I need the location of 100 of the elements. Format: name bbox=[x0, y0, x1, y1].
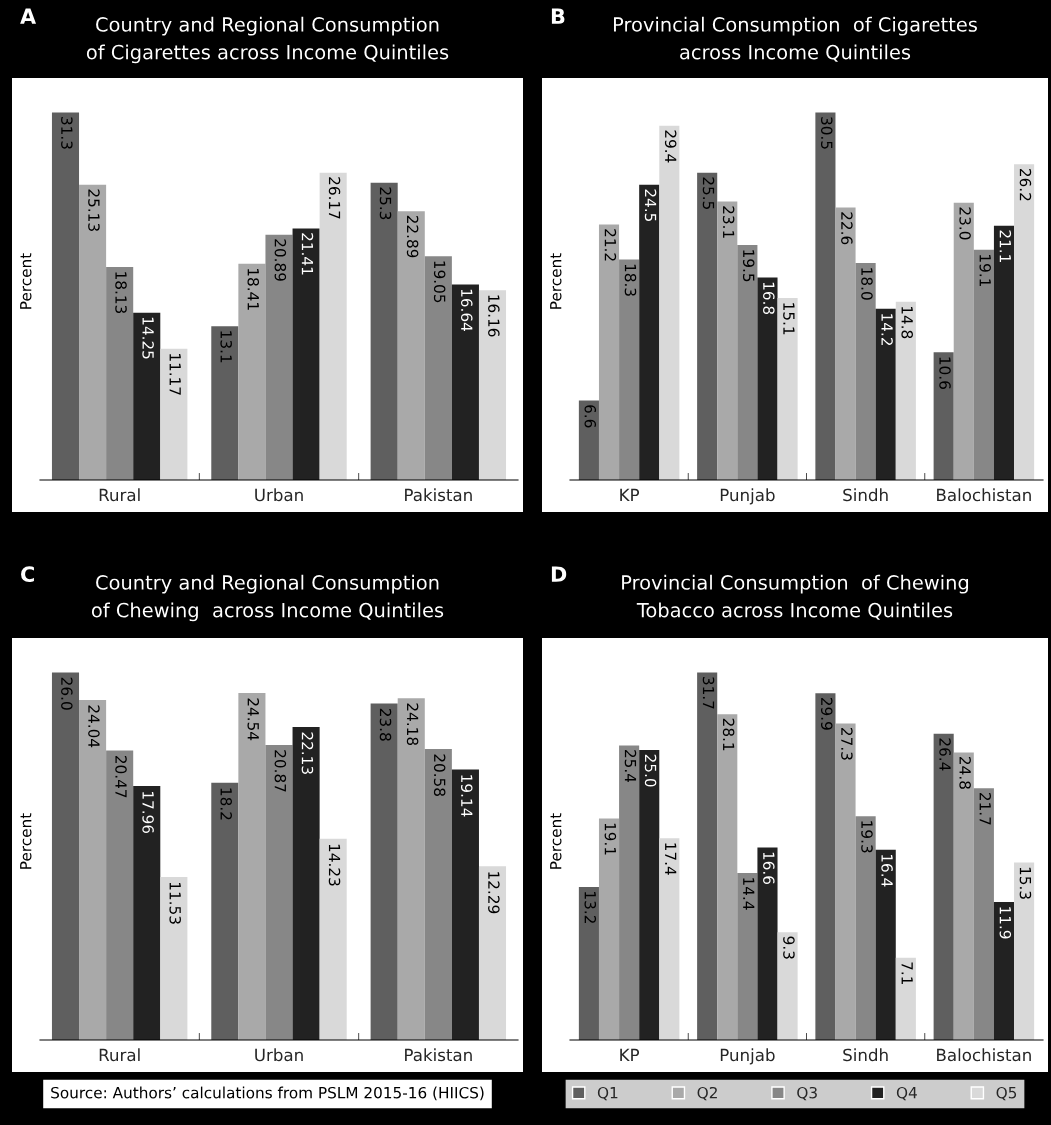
data-label: 11.17 bbox=[169, 354, 181, 395]
data-label: 23.1 bbox=[722, 206, 735, 238]
source-note: Source: Authors’ calculations from PSLM 2015-16 (HIICS) bbox=[51, 1086, 484, 1101]
data-label: 18.0 bbox=[861, 268, 873, 300]
y-axis-title: Percent bbox=[20, 813, 32, 869]
data-label: 13.1 bbox=[220, 331, 232, 363]
data-label: 13.2 bbox=[584, 892, 597, 923]
x-tick-label: KP bbox=[620, 488, 640, 501]
data-label: 21.41 bbox=[301, 233, 314, 275]
data-label: 29.9 bbox=[820, 697, 833, 730]
data-label: 24.54 bbox=[247, 698, 260, 741]
chart-title: Country and Regional Consumption of Cigarettes across Income Quintiles bbox=[86, 16, 449, 64]
data-label: 16.64 bbox=[460, 289, 473, 331]
data-label: 11.9 bbox=[999, 907, 1012, 939]
x-tick-label: Pakistan bbox=[405, 1048, 472, 1062]
x-tick-label: Pakistan bbox=[405, 488, 472, 502]
data-label: 29.4 bbox=[664, 130, 677, 163]
data-label: 19.5 bbox=[742, 250, 755, 282]
data-label: 23.8 bbox=[379, 708, 392, 741]
data-label: 21.1 bbox=[999, 230, 1012, 262]
data-label: 14.4 bbox=[743, 878, 755, 910]
data-label: 14.25 bbox=[142, 317, 154, 359]
data-label: 14.8 bbox=[901, 306, 913, 339]
data-label: 6.6 bbox=[584, 405, 597, 428]
data-label: 18.41 bbox=[247, 268, 260, 310]
legend-label: Q5 bbox=[996, 1086, 1017, 1101]
data-label: 19.1 bbox=[604, 823, 617, 855]
data-label: 16.6 bbox=[763, 852, 775, 885]
data-label: 22.6 bbox=[841, 212, 853, 245]
data-label: 27.3 bbox=[841, 728, 853, 760]
data-label: 24.5 bbox=[644, 189, 657, 222]
data-label: 17.96 bbox=[142, 792, 154, 834]
data-label: 20.87 bbox=[274, 750, 287, 792]
data-label: 19.3 bbox=[861, 821, 873, 853]
data-label: 30.5 bbox=[820, 117, 833, 149]
data-label: 18.13 bbox=[115, 272, 127, 314]
data-label: 25.3 bbox=[379, 187, 392, 220]
data-label: 16.16 bbox=[488, 295, 500, 337]
x-tick-label: Sindh bbox=[843, 488, 888, 502]
data-label: 14.23 bbox=[328, 844, 341, 886]
text: A bbox=[20, 8, 37, 24]
data-label: 31.3 bbox=[61, 117, 73, 149]
data-label: 15.1 bbox=[783, 303, 795, 335]
data-label: 21.2 bbox=[604, 229, 617, 261]
chart-title: Provincial Consumption of Cigarettes across Income Quintiles bbox=[614, 16, 977, 62]
data-label: 23.0 bbox=[959, 207, 971, 240]
data-label: 20.58 bbox=[433, 754, 446, 796]
data-label: 21.7 bbox=[979, 792, 991, 825]
data-label: 19.05 bbox=[433, 261, 446, 303]
y-axis-title: Percent bbox=[550, 813, 562, 869]
data-label: 24.04 bbox=[88, 705, 100, 748]
data-label: 24.18 bbox=[406, 703, 419, 746]
y-axis-title: Percent bbox=[550, 253, 562, 309]
data-label: 26.0 bbox=[61, 677, 73, 710]
text: B bbox=[551, 8, 565, 24]
x-tick-label: Punjab bbox=[720, 1048, 775, 1065]
data-label: 31.7 bbox=[702, 677, 715, 709]
data-label: 11.53 bbox=[169, 882, 181, 924]
data-label: 25.5 bbox=[702, 177, 715, 209]
chart-title: Country and Regional Consumption of Chewing across Income Quintiles bbox=[91, 574, 444, 622]
chart-title: Provincial Consumption of Chewing Tobacco across Income Quintiles bbox=[622, 574, 969, 620]
data-label: 19.14 bbox=[460, 775, 473, 817]
y-axis-title: Percent bbox=[20, 253, 32, 309]
data-label: 26.4 bbox=[939, 738, 951, 771]
x-tick-label: Balochistan bbox=[937, 1048, 1031, 1062]
text: D bbox=[551, 566, 567, 582]
data-label: 9.3 bbox=[783, 936, 795, 959]
data-label: 18.3 bbox=[624, 264, 637, 296]
legend-label: Q1 bbox=[597, 1086, 618, 1101]
x-tick-label: Urban bbox=[255, 1048, 303, 1062]
legend-label: Q3 bbox=[797, 1086, 817, 1101]
data-label: 19.1 bbox=[979, 255, 991, 287]
data-label: 24.8 bbox=[959, 757, 971, 789]
data-label: 22.13 bbox=[301, 732, 314, 774]
data-label: 26.2 bbox=[1019, 168, 1032, 201]
x-tick-label: Balochistan bbox=[937, 488, 1031, 502]
legend-label: Q2 bbox=[697, 1086, 717, 1101]
x-tick-label: Punjab bbox=[720, 488, 775, 505]
x-tick-label: Urban bbox=[255, 488, 303, 502]
data-label: 25.0 bbox=[644, 754, 657, 787]
x-tick-label: Rural bbox=[99, 1048, 140, 1062]
data-label: 16.4 bbox=[881, 854, 893, 887]
data-label: 26.17 bbox=[328, 177, 341, 219]
data-label: 16.8 bbox=[763, 282, 775, 315]
legend-label: Q4 bbox=[896, 1086, 917, 1101]
x-tick-label: Sindh bbox=[843, 1048, 888, 1062]
data-label: 28.1 bbox=[722, 718, 735, 751]
data-label: 10.6 bbox=[939, 357, 951, 389]
data-label: 12.29 bbox=[488, 872, 500, 914]
x-tick-label: Rural bbox=[99, 488, 140, 502]
data-label: 25.4 bbox=[624, 750, 637, 783]
data-label: 20.89 bbox=[274, 239, 287, 281]
data-label: 25.13 bbox=[88, 189, 100, 231]
data-label: 7.1 bbox=[901, 962, 913, 985]
text: C bbox=[21, 566, 34, 583]
data-label: 18.2 bbox=[220, 788, 232, 820]
data-label: 15.3 bbox=[1019, 867, 1032, 899]
data-label: 14.2 bbox=[881, 314, 893, 345]
data-label: 20.47 bbox=[115, 755, 127, 798]
data-label: 17.4 bbox=[665, 843, 677, 875]
